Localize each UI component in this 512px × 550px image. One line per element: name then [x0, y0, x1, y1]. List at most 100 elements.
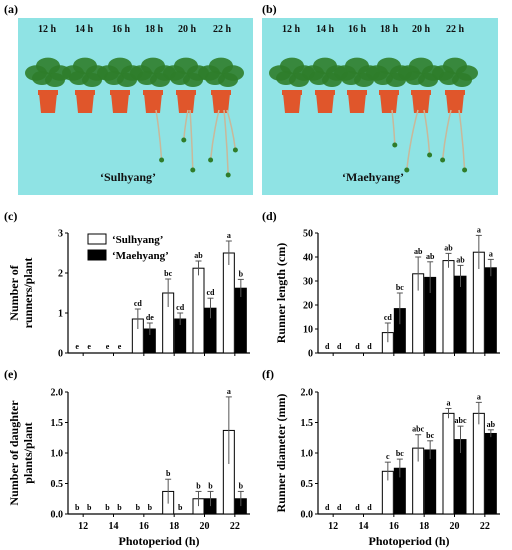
- y-axis-label: plants/plant: [21, 422, 35, 483]
- x-tick-label: 18: [419, 521, 429, 532]
- plants-illustration: [269, 57, 478, 173]
- panel-letter: (c): [4, 209, 17, 223]
- significance-letter: ab: [444, 243, 453, 252]
- photoperiod-label: 14 h: [316, 24, 335, 35]
- pot-rim: [379, 90, 399, 95]
- panel-letter-a: (a): [4, 2, 18, 16]
- significance-letter: b: [136, 503, 141, 512]
- pot: [144, 93, 162, 113]
- panel-letter: (e): [4, 367, 17, 381]
- runner-leaf: [159, 157, 165, 163]
- runner: [223, 109, 229, 176]
- significance-letter: bc: [164, 269, 172, 278]
- y-axis-label: Number of daughter: [7, 400, 21, 506]
- photoperiod-label: 14 h: [75, 24, 94, 35]
- significance-letter: bc: [426, 431, 434, 440]
- photoperiod-label: 18 h: [145, 24, 164, 35]
- bar: [192, 267, 205, 354]
- significance-letter: b: [239, 269, 244, 278]
- significance-letter: cd: [384, 313, 393, 322]
- x-tick-label: 14: [109, 521, 119, 532]
- significance-letter: bc: [396, 283, 404, 292]
- y-axis-label: Number of: [7, 264, 21, 320]
- bar: [424, 449, 437, 515]
- significance-letter: b: [117, 503, 122, 512]
- pot: [283, 93, 301, 113]
- y-tick-label: 40: [303, 253, 313, 264]
- x-tick-label: 12: [78, 521, 88, 532]
- legend-label: ‘Maehyang’: [112, 250, 169, 262]
- photo-sulhyang: 12 h 14 h 16 h 18 h 20 h 22 h ‘Sulhyang’: [18, 18, 253, 195]
- pot-rim: [75, 90, 95, 95]
- significance-letter: a: [477, 225, 481, 234]
- significance-letter: a: [227, 231, 231, 240]
- legend-swatch: [87, 249, 107, 261]
- significance-letter: abc: [412, 425, 424, 434]
- bar: [484, 432, 497, 515]
- significance-letter: cd: [134, 299, 143, 308]
- bar: [442, 412, 455, 515]
- y-tick-label: 2: [58, 269, 63, 280]
- significance-letter: e: [75, 342, 79, 351]
- y-tick-label: 1.0: [51, 449, 64, 460]
- significance-letter: a: [227, 387, 231, 396]
- pot-rim: [445, 90, 465, 95]
- x-tick-label: 18: [169, 521, 179, 532]
- leaf: [418, 73, 438, 87]
- photoperiod-label: 16 h: [112, 24, 131, 35]
- runner-leaf: [392, 142, 398, 148]
- x-tick-label: 16: [389, 521, 399, 532]
- significance-letter: e: [106, 342, 110, 351]
- runner-leaf: [404, 167, 410, 173]
- x-tick-label: 22: [230, 521, 240, 532]
- y-tick-label: 0: [58, 349, 63, 360]
- y-tick-label: 0.0: [51, 510, 64, 521]
- significance-letter: b: [178, 503, 183, 512]
- x-tick-label: 22: [480, 521, 490, 532]
- panel-letter: (d): [262, 209, 277, 223]
- y-axis-label: runners/plant: [21, 258, 35, 329]
- cultivar-caption: ‘Sulhyang’: [100, 170, 157, 184]
- plant: [432, 57, 478, 173]
- y-tick-label: 0.5: [301, 479, 314, 490]
- bar: [484, 267, 497, 354]
- runner-leaf: [427, 152, 433, 158]
- significance-letter: a: [477, 392, 481, 401]
- runner: [155, 109, 163, 161]
- runner-leaf: [181, 137, 187, 143]
- plants-illustration: [25, 57, 244, 178]
- pot-rim: [143, 90, 163, 95]
- runner: [209, 109, 220, 161]
- chart-panel: (e) 0.0 0.5 1.0 1.5 2.0 12 14 16 18 20 22 Number of …: [4, 367, 250, 548]
- runner-leaf: [232, 147, 238, 153]
- y-tick-label: 20: [303, 301, 313, 312]
- significance-letter: d: [337, 503, 342, 512]
- runner-leaf: [225, 172, 231, 178]
- y-tick-label: 2.0: [301, 388, 314, 399]
- pot-rim: [347, 90, 367, 95]
- significance-letter: cd: [176, 303, 185, 312]
- significance-letter: ab: [487, 420, 496, 429]
- significance-letter: b: [87, 503, 92, 512]
- runner-leaf: [462, 167, 468, 173]
- legend-swatch: [87, 233, 107, 245]
- pot: [446, 93, 464, 113]
- photoperiod-label: 18 h: [380, 24, 399, 35]
- pot: [177, 93, 195, 113]
- significance-letter: b: [239, 481, 244, 490]
- significance-letter: d: [367, 503, 372, 512]
- significance-letter: d: [325, 342, 330, 351]
- x-tick-label: 20: [200, 521, 210, 532]
- x-axis-label: Photoperiod (h): [369, 534, 450, 548]
- pot-rim: [110, 90, 130, 95]
- photoperiod-label: 20 h: [412, 24, 431, 35]
- x-tick-label: 14: [359, 521, 369, 532]
- significance-letter: d: [337, 342, 342, 351]
- photoperiod-label: 20 h: [178, 24, 197, 35]
- photoperiod-label: 12 h: [38, 24, 57, 35]
- significance-letter: d: [325, 503, 330, 512]
- significance-letter: b: [208, 481, 213, 490]
- leaf: [452, 73, 472, 87]
- pot: [111, 93, 129, 113]
